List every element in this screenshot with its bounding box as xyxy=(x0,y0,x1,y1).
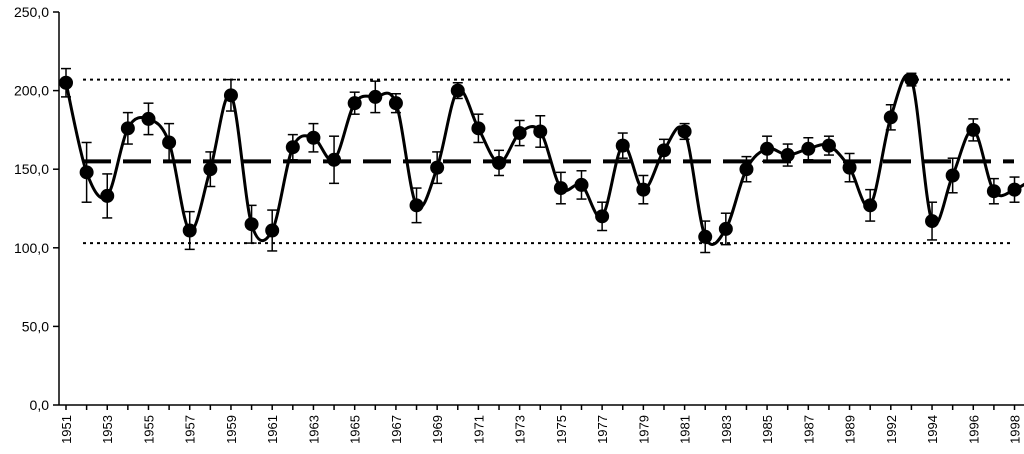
x-tick-label: 1957 xyxy=(183,415,198,444)
data-point xyxy=(388,96,403,111)
data-point xyxy=(120,121,135,136)
data-point xyxy=(760,141,775,156)
x-tick-label: 1989 xyxy=(843,415,858,444)
data-point xyxy=(904,72,919,87)
y-tick-label: 200,0 xyxy=(14,83,49,99)
x-tick-label: 1996 xyxy=(966,415,981,444)
data-point xyxy=(79,165,94,180)
data-point xyxy=(244,217,259,232)
data-point xyxy=(821,138,836,153)
x-tick-label: 1994 xyxy=(925,415,940,444)
data-point xyxy=(265,223,280,238)
data-point xyxy=(162,135,177,150)
data-point xyxy=(656,143,671,158)
x-tick-label: 1981 xyxy=(678,415,693,444)
data-point xyxy=(677,124,692,139)
x-tick-label: 1983 xyxy=(719,415,734,444)
x-tick-label: 1963 xyxy=(306,415,321,444)
data-point xyxy=(100,188,115,203)
x-tick-label: 1951 xyxy=(59,415,74,444)
data-point xyxy=(883,110,898,125)
data-point xyxy=(966,122,981,137)
data-point xyxy=(347,96,362,111)
x-tick-label: 1998 xyxy=(1008,415,1023,444)
points xyxy=(59,72,1022,244)
data-point xyxy=(636,182,651,197)
data-point xyxy=(141,111,156,126)
data-point xyxy=(450,83,465,98)
data-point xyxy=(492,155,507,170)
data-point xyxy=(512,126,527,141)
data-point xyxy=(739,162,754,177)
data-point xyxy=(306,130,321,145)
data-point xyxy=(553,181,568,196)
y-tick-label: 50,0 xyxy=(22,318,49,334)
data-point xyxy=(945,168,960,183)
data-point xyxy=(780,148,795,163)
data-point xyxy=(925,214,940,229)
y-tick-label: 150,0 xyxy=(14,161,49,177)
data-point xyxy=(533,124,548,139)
data-point xyxy=(471,121,486,136)
data-point xyxy=(223,88,238,103)
x-ticks: 1951 1953 1955 1957 1959 1961 1963 1965 1967 1969… xyxy=(59,405,1023,444)
x-tick-label: 1985 xyxy=(760,415,775,444)
x-tick-label: 1987 xyxy=(801,415,816,444)
data-point xyxy=(285,140,300,155)
x-tick-label: 1959 xyxy=(224,415,239,444)
data-point xyxy=(327,152,342,167)
x-tick-label: 1955 xyxy=(141,415,156,444)
x-tick-label: 1953 xyxy=(100,415,115,444)
data-point xyxy=(182,223,197,238)
data-point xyxy=(1007,182,1022,197)
x-tick-label: 1971 xyxy=(471,415,486,444)
data-point xyxy=(203,162,218,177)
data-point xyxy=(59,75,73,90)
y-tick-label: 250,0 xyxy=(14,4,49,20)
data-point xyxy=(430,160,445,175)
x-tick-label: 1979 xyxy=(636,415,651,444)
x-tick-label: 1992 xyxy=(884,415,899,444)
x-tick-label: 1969 xyxy=(430,415,445,444)
axes xyxy=(58,12,1024,406)
data-point xyxy=(574,177,589,192)
y-tick-label: 0,0 xyxy=(30,397,50,413)
x-tick-label: 1977 xyxy=(595,415,610,444)
x-tick-label: 1967 xyxy=(389,415,404,444)
data-point xyxy=(842,160,857,175)
y-tick-label: 100,0 xyxy=(14,240,49,256)
data-point xyxy=(718,221,733,236)
data-point xyxy=(615,138,630,153)
data-point xyxy=(368,89,383,104)
data-point xyxy=(986,184,1001,199)
data-point xyxy=(863,198,878,213)
data-point xyxy=(698,229,713,244)
series-line xyxy=(64,73,1024,246)
y-ticks: 0,0 50,0 100,0 150,0 200,0 250,0 xyxy=(14,4,59,413)
x-tick-label: 1961 xyxy=(265,415,280,444)
x-tick-label: 1973 xyxy=(513,415,528,444)
x-tick-label: 1975 xyxy=(554,415,569,444)
data-point xyxy=(409,198,424,213)
data-point xyxy=(801,141,816,156)
data-point xyxy=(595,209,610,224)
x-tick-label: 1965 xyxy=(348,415,363,444)
reference-lines xyxy=(83,78,1014,245)
